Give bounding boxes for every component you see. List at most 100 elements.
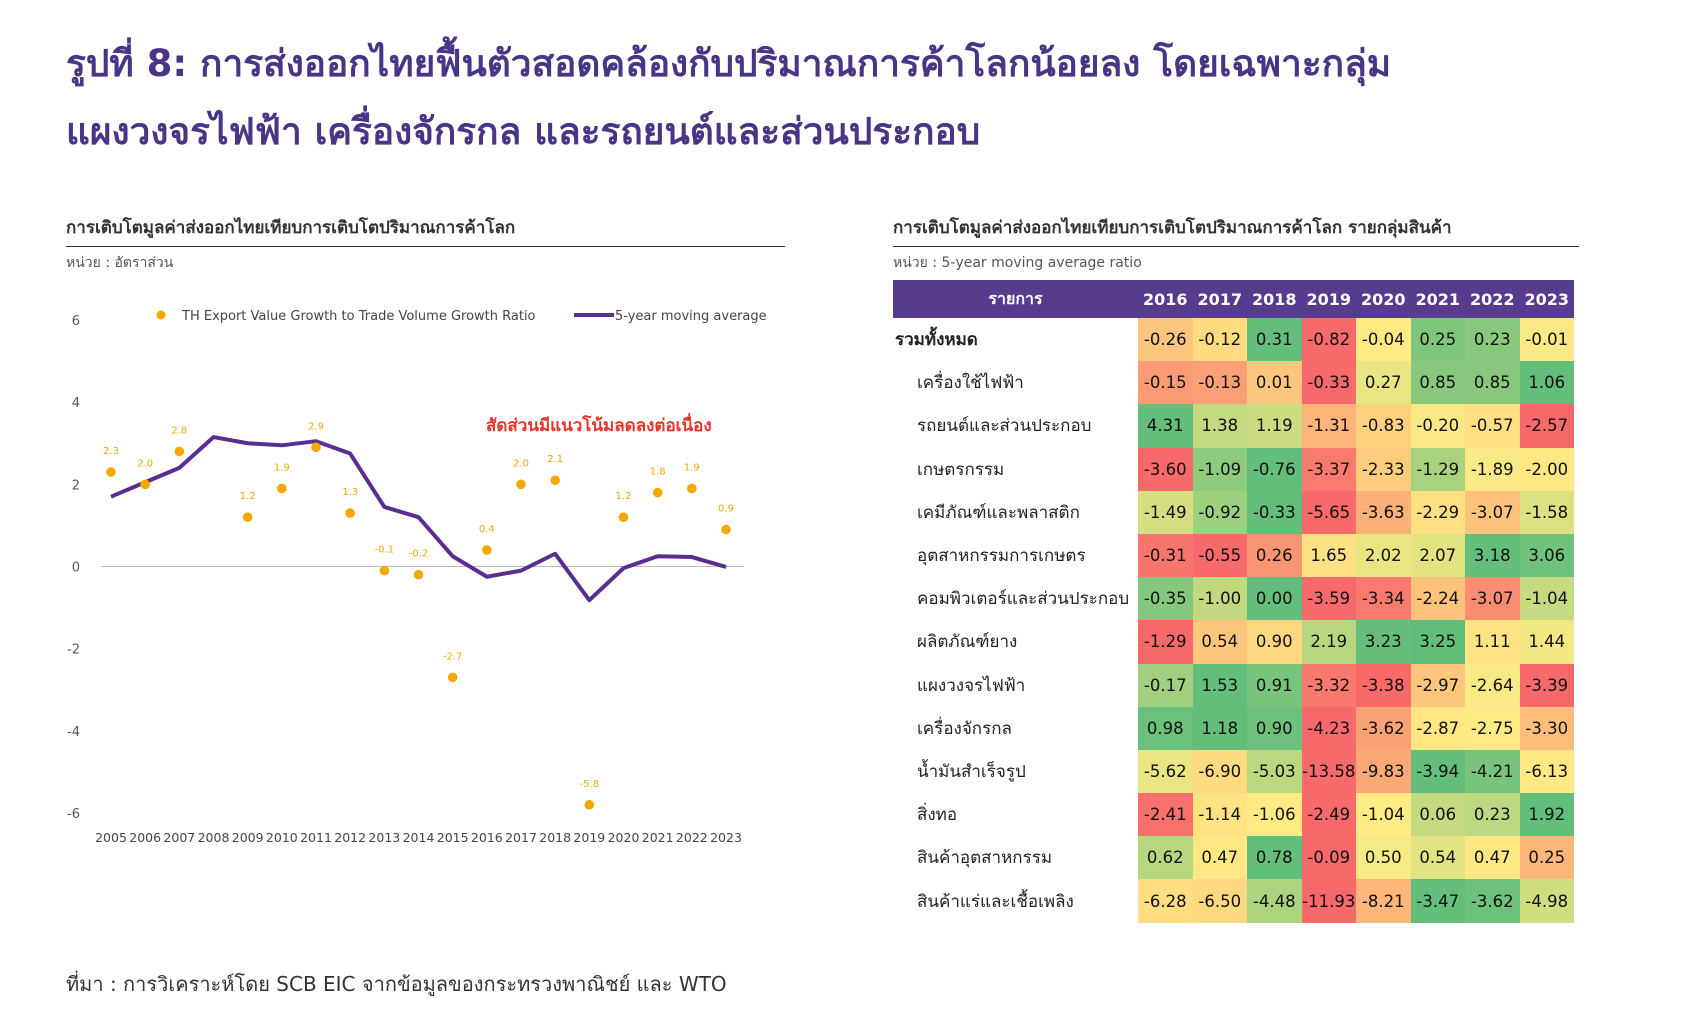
x-tick-label: 2017 [505, 830, 537, 845]
x-tick-label: 2010 [266, 830, 298, 845]
heatmap-row-label: รถยนต์และส่วนประกอบ [893, 404, 1138, 448]
heatmap-year-header: 2020 [1356, 280, 1411, 318]
heatmap-year-header: 2017 [1192, 280, 1247, 318]
heatmap-cell: 1.38 [1192, 404, 1247, 448]
heatmap-cell: -1.14 [1192, 793, 1247, 837]
heatmap-cell: 0.06 [1410, 793, 1465, 837]
ratio-dot-label: 2.8 [171, 425, 187, 436]
heatmap-cell: -0.55 [1192, 533, 1247, 578]
heatmap-cell: 0.47 [1192, 836, 1247, 880]
heatmap-cell: -0.33 [1301, 361, 1356, 405]
heatmap-cell: -6.50 [1192, 879, 1247, 923]
ratio-dot [721, 524, 731, 535]
heatmap-cell: -0.76 [1247, 447, 1302, 491]
heatmap-cell: -3.39 [1519, 663, 1574, 707]
heatmap-cell: -3.07 [1465, 577, 1520, 621]
ratio-dot [652, 487, 663, 498]
x-tick-label: 2018 [539, 830, 571, 845]
line-chart-title: การเติบโตมูลค่าส่งออกไทยเทียบการเติบโตปร… [66, 218, 516, 238]
heatmap-cell: -0.82 [1301, 318, 1356, 362]
legend-label-ma: 5-year moving average [615, 309, 767, 324]
x-tick-label: 2022 [676, 830, 708, 845]
ratio-dot-label: 2.0 [513, 458, 529, 469]
heatmap-cell: 0.31 [1247, 318, 1302, 362]
heatmap-cell: -0.17 [1138, 663, 1193, 707]
line-chart: TH Export Value Growth to Trade Volume G… [67, 309, 767, 845]
heatmap-cell: -5.03 [1247, 749, 1302, 794]
ratio-dot-label: 1.9 [684, 462, 700, 473]
heatmap-cell: 0.54 [1192, 620, 1247, 664]
heatmap-row-label: สินค้าอุตสาหกรรม [893, 836, 1138, 880]
heatmap-cell: -1.04 [1519, 577, 1574, 621]
trend-annotation: สัดส่วนมีแนวโน้มลดลงต่อเนื่อง [486, 413, 712, 436]
heatmap-cell: -0.92 [1192, 490, 1247, 534]
ratio-dot [550, 475, 560, 486]
heatmap-cell: -11.93 [1301, 879, 1356, 923]
heatmap-cell: -4.21 [1465, 749, 1520, 794]
line-chart-title-rule [66, 246, 785, 247]
legend-label-ratio: TH Export Value Growth to Trade Volume G… [181, 309, 536, 324]
heatmap-cell: 2.07 [1410, 533, 1465, 578]
heatmap-row: เครื่องใช้ไฟฟ้า -0.15 -0.13 0.01 -0.33 0.27 0.… [893, 361, 1574, 405]
ratio-dot-label: 1.8 [650, 467, 666, 478]
heatmap-row-label: ผลิตภัณฑ์ยาง [893, 620, 1138, 664]
heatmap-cell: -0.26 [1138, 318, 1193, 362]
heatmap-cell: -4.48 [1247, 879, 1302, 923]
heatmap-cell: 1.92 [1519, 793, 1574, 837]
heatmap-cell: 0.27 [1356, 361, 1411, 405]
heatmap-cell: -4.23 [1301, 706, 1356, 750]
heatmap-cell: -9.83 [1356, 749, 1411, 794]
heatmap-row: รวมทั้งหมด -0.26 -0.12 0.31 -0.82 -0.04 0.25 0.… [893, 318, 1574, 362]
ratio-dot-label: -0.2 [409, 549, 429, 560]
heatmap-cell: -1.89 [1465, 447, 1520, 491]
heatmap-cell: -6.13 [1519, 749, 1574, 794]
heatmap-cell: -8.21 [1356, 879, 1411, 923]
heatmap-cell: 1.18 [1192, 706, 1247, 750]
ratio-dot-label: 0.9 [718, 504, 734, 515]
heatmap-cell: -5.62 [1138, 749, 1193, 794]
legend-dot-marker [156, 310, 166, 320]
y-tick-label: -6 [67, 807, 80, 822]
heatmap-cell: -2.97 [1410, 663, 1465, 707]
heatmap-cell: -2.64 [1465, 663, 1520, 707]
heatmap-cell: -0.33 [1247, 490, 1302, 534]
moving-average-line [110, 435, 727, 603]
heatmap-cell: 1.53 [1192, 663, 1247, 707]
ratio-dot [413, 569, 424, 580]
heatmap-cell: 0.90 [1247, 620, 1302, 664]
heatmap-cell: -0.20 [1410, 404, 1465, 448]
heatmap-unit: หน่วย : 5-year moving average ratio [893, 255, 1142, 271]
x-tick-label: 2015 [437, 830, 469, 845]
ratio-dot-label: 1.3 [342, 487, 358, 498]
heatmap-cell: 2.02 [1356, 533, 1411, 578]
heatmap-year-header: 2023 [1519, 280, 1574, 318]
heatmap-cell: -0.09 [1301, 836, 1356, 880]
x-tick-label: 2016 [471, 830, 503, 845]
heatmap-cell: 0.98 [1138, 706, 1193, 750]
heatmap-cell: -13.58 [1301, 749, 1356, 794]
heatmap-row: เคมีภัณฑ์และพลาสติก -1.49 -0.92 -0.33 -5.65-… [893, 490, 1574, 534]
heatmap-row: ผลิตภัณฑ์ยาง -1.29 0.54 0.90 2.19 3.23 3.25 1.1… [893, 620, 1574, 664]
heatmap-row-label: เครื่องจักรกล [893, 706, 1138, 750]
heatmap-cell: 0.01 [1247, 361, 1302, 405]
heatmap-cell: -1.00 [1192, 577, 1247, 621]
heatmap-year-header: 2019 [1301, 280, 1356, 318]
ratio-dot-label: 0.4 [479, 524, 495, 535]
heatmap-cell: 1.11 [1465, 620, 1520, 664]
heatmap-row: แผงวงจรไฟฟ้า -0.17 1.53 0.91 -3.32 -3.38 -2.97… [893, 663, 1574, 707]
heatmap-cell: -2.24 [1410, 577, 1465, 621]
heatmap-cell: 0.54 [1410, 836, 1465, 880]
ratio-dot [687, 483, 697, 494]
heatmap-cell: -3.94 [1410, 749, 1465, 794]
source-note: ที่มา : การวิเคราะห์โดย SCB EIC จากข้อมู… [66, 972, 727, 996]
heatmap-cell: 0.25 [1410, 318, 1465, 362]
heatmap-header-row: รายการ 2016 2017 2018 2019 2020 2021 2022 2023 [893, 280, 1574, 318]
heatmap-cell: -1.29 [1138, 620, 1193, 664]
heatmap-cell: -4.98 [1519, 879, 1574, 923]
heatmap-cell: -0.31 [1138, 533, 1193, 578]
heatmap-cell: 0.23 [1465, 318, 1520, 362]
x-tick-label: 2023 [710, 830, 742, 845]
heatmap-row-label: สินค้าแร่และเชื้อเพลิง [893, 879, 1138, 923]
heatmap-row: เครื่องจักรกล 0.98 1.18 0.90 -4.23 -3.62 -2.87… [893, 706, 1574, 750]
y-tick-label: 0 [72, 561, 80, 576]
